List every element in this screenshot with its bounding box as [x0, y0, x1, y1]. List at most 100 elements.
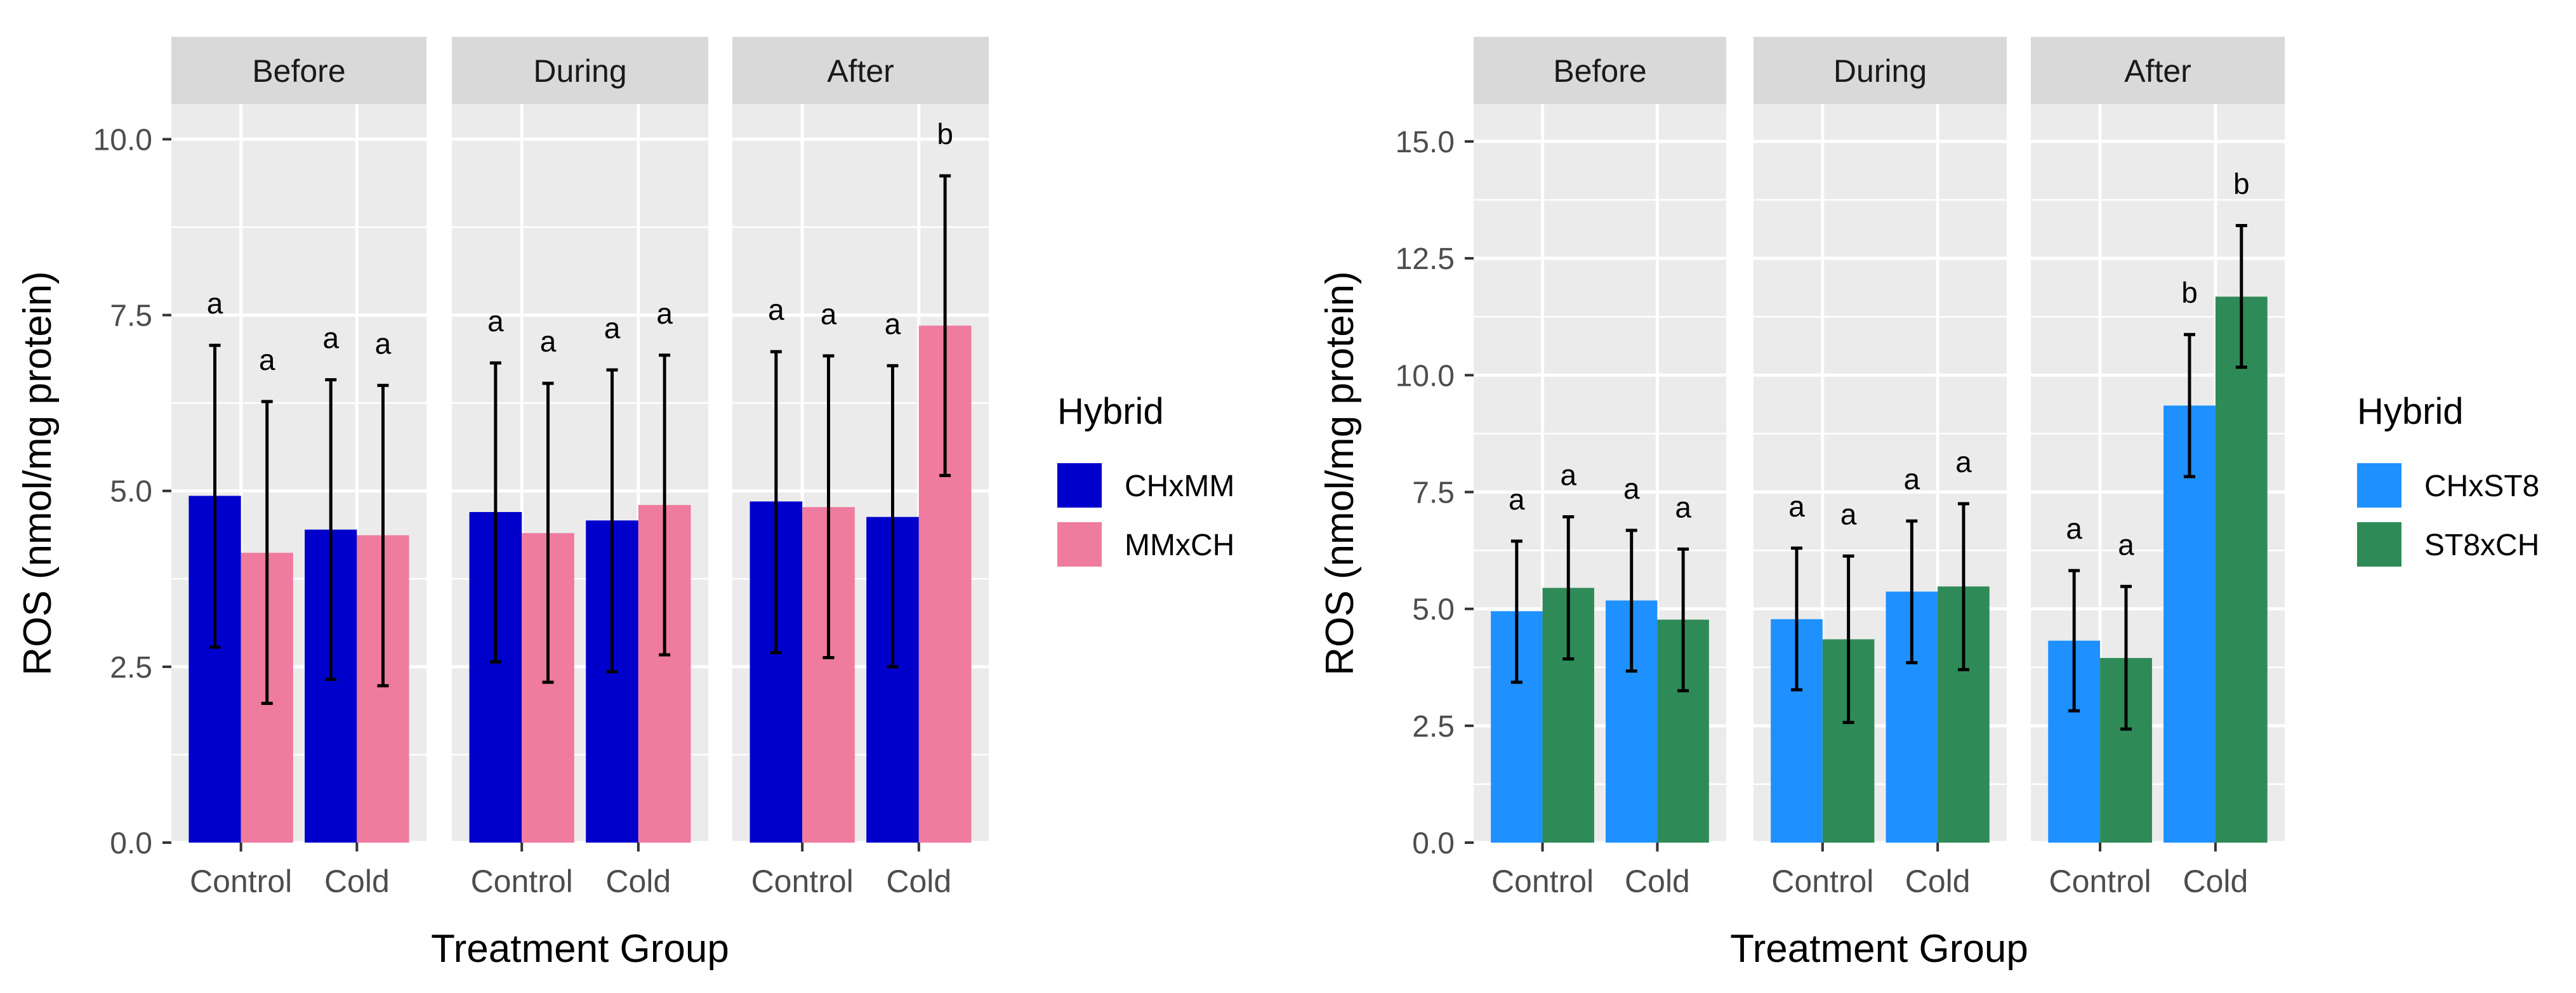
legend-label-chxst8: CHxST8 [2424, 470, 2539, 503]
significance-letter: a [322, 322, 339, 355]
error-bar [489, 361, 501, 664]
facet-strip-label: After [2124, 53, 2191, 89]
error-bar [822, 354, 835, 659]
error-bar [1625, 529, 1637, 673]
error-bar [2068, 569, 2080, 713]
x-tick-label: Cold [324, 864, 390, 899]
error-bar [1562, 515, 1575, 661]
error-bar [2120, 584, 2132, 731]
x-axis-title: Treatment Group [1730, 927, 2028, 971]
facet-after: After a a Control a b Cold [732, 37, 989, 899]
x-tick-label: Control [190, 864, 292, 899]
significance-letter: a [1623, 472, 1640, 505]
error-bar [325, 378, 337, 681]
significance-letter: a [2118, 528, 2134, 561]
chart-panel-1: Before a a Control a a Cold During a a Control a a Co… [1318, 37, 2539, 971]
y-tick-label: 10.0 [93, 123, 152, 157]
facet-strip [1754, 37, 2007, 104]
facet-strip [2031, 37, 2285, 104]
y-tick-label: 2.5 [110, 651, 152, 685]
error-bar [606, 368, 618, 674]
y-axis-title: ROS (nmol/mg protein) [16, 271, 60, 675]
error-bar [2235, 224, 2247, 369]
legend: Hybrid CHxST8 ST8xCH [2357, 391, 2539, 567]
legend-title: Hybrid [1057, 391, 1164, 432]
significance-letter: a [259, 343, 275, 376]
significance-letter: a [375, 327, 392, 360]
significance-letter: a [1675, 490, 1691, 523]
facet-before: Before a a Control a a Cold [1474, 37, 1726, 899]
significance-letter: a [540, 325, 557, 358]
facet-strip-label: During [1833, 53, 1927, 89]
x-tick-label: Control [2049, 864, 2151, 899]
legend-key-st8xch [2357, 522, 2401, 567]
y-tick-label: 10.0 [1396, 359, 1455, 393]
error-bar [542, 381, 554, 684]
significance-letter: a [1840, 497, 1857, 530]
error-bar [1791, 546, 1803, 692]
significance-letter: b [2233, 168, 2250, 201]
error-bar [2184, 332, 2195, 478]
facet-during: During a a Control a a Cold [1754, 37, 2007, 899]
error-bar [887, 364, 899, 669]
facet-during: During a a Control a a Cold [452, 37, 708, 899]
facet-after: After a a Control b b Cold [2031, 37, 2285, 899]
legend-label-mmxch: MMxCH [1125, 529, 1234, 562]
facet-before: Before a a Control a a Cold [171, 37, 426, 899]
significance-letter: a [207, 287, 223, 320]
y-tick-label: 5.0 [1412, 593, 1455, 627]
x-tick-label: Control [1771, 864, 1873, 899]
x-tick-label: Cold [886, 864, 951, 899]
y-tick-label: 5.0 [110, 475, 152, 509]
x-tick-label: Control [471, 864, 573, 899]
y-tick-label: 15.0 [1396, 126, 1455, 159]
error-bar [1842, 554, 1854, 725]
error-bar [209, 343, 221, 649]
legend-label-chxmm: CHxMM [1125, 470, 1234, 503]
legend-key-mmxch [1057, 522, 1102, 567]
error-bar [1957, 502, 1969, 671]
facet-strip-label: During [533, 53, 626, 89]
legend: Hybrid CHxMM MMxCH [1057, 391, 1234, 567]
facet-strip [1474, 37, 1726, 104]
error-bar [261, 400, 273, 706]
significance-letter: b [937, 117, 953, 150]
significance-letter: a [604, 312, 621, 345]
significance-letter: a [768, 293, 784, 326]
x-axis-title: Treatment Group [431, 927, 729, 971]
bar-chxst8-after-cold [2163, 405, 2216, 843]
y-tick-label: 0.0 [1412, 827, 1455, 860]
y-tick-label: 12.5 [1396, 242, 1455, 276]
significance-letter: a [1509, 483, 1525, 516]
facet-strip [452, 37, 708, 104]
facet-strip-label: Before [1553, 53, 1646, 89]
y-tick-label: 7.5 [1412, 476, 1455, 510]
facet-strip [732, 37, 989, 104]
legend-key-chxst8 [2357, 463, 2401, 508]
x-tick-label: Control [751, 864, 854, 899]
error-bar [1906, 519, 1918, 664]
x-tick-label: Cold [1625, 864, 1690, 899]
bar-st8xch-after-cold [2215, 296, 2268, 843]
legend-key-chxmm [1057, 463, 1102, 508]
legend-title: Hybrid [2357, 391, 2464, 432]
significance-letter: a [487, 305, 504, 338]
legend-label-st8xch: ST8xCH [2424, 529, 2539, 562]
facet-strip-label: Before [252, 53, 345, 89]
y-tick-label: 0.0 [110, 827, 152, 860]
error-bar [770, 350, 782, 655]
x-tick-label: Cold [605, 864, 671, 899]
y-tick-label: 2.5 [1412, 710, 1455, 744]
error-bar [1510, 539, 1522, 684]
error-bar [659, 353, 671, 657]
x-tick-label: Cold [2183, 864, 2248, 899]
significance-letter: a [1955, 445, 1972, 478]
error-bar [377, 383, 389, 688]
significance-letter: a [1788, 490, 1805, 523]
facet-strip [171, 37, 426, 104]
facet-strip-label: After [827, 53, 894, 89]
error-bar [939, 174, 951, 477]
y-axis-title: ROS (nmol/mg protein) [1318, 271, 1362, 675]
y-tick-label: 7.5 [110, 299, 152, 333]
